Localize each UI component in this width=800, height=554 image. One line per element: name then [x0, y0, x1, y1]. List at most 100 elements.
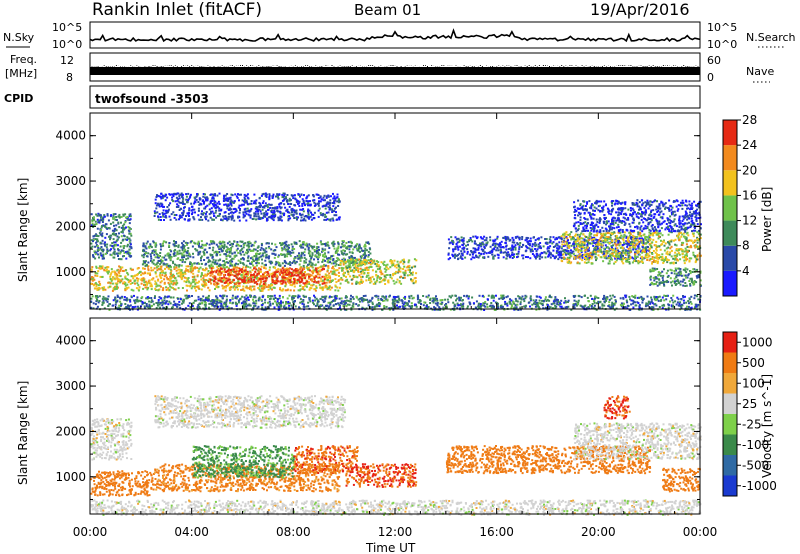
- scatter-cell: [350, 255, 353, 258]
- scatter-cell: [210, 282, 213, 285]
- scatter-cell: [316, 255, 319, 258]
- scatter-cell: [458, 252, 461, 255]
- scatter-cell: [229, 248, 232, 251]
- scatter-cell: [246, 196, 249, 199]
- scatter-cell: [245, 266, 247, 269]
- scatter-cell: [311, 252, 314, 255]
- scatter-cell: [112, 247, 115, 249]
- scatter-cell: [626, 245, 629, 248]
- scatter-cell: [243, 278, 246, 281]
- scatter-cell: [272, 273, 275, 276]
- scatter-cell: [326, 287, 329, 290]
- scatter-cell: [229, 250, 232, 253]
- scatter-cell: [343, 252, 346, 255]
- scatter-cell: [200, 288, 203, 291]
- scatter-cell: [283, 246, 286, 249]
- scatter-cell: [159, 281, 162, 284]
- scatter-cell: [129, 252, 132, 255]
- scatter-cell: [157, 256, 160, 259]
- scatter-cell: [241, 247, 244, 250]
- scatter-cell: [218, 269, 221, 272]
- scatter-cell: [301, 269, 304, 272]
- scatter-cell: [319, 287, 322, 290]
- scatter-cell: [104, 241, 106, 244]
- scatter-cell: [404, 269, 407, 272]
- scatter-cell: [257, 287, 260, 289]
- scatter-cell: [95, 285, 98, 288]
- scatter-cell: [325, 276, 327, 279]
- scatter-cell: [160, 265, 163, 268]
- scatter-cell: [241, 268, 243, 271]
- scatter-cell: [95, 283, 98, 286]
- scatter-cell: [101, 219, 104, 222]
- scatter-cell: [160, 197, 163, 200]
- scatter-cell: [507, 251, 510, 254]
- scatter-cell: [112, 244, 115, 247]
- scatter-cell: [307, 248, 310, 251]
- scatter-cell: [573, 257, 576, 260]
- scatter-cell: [188, 215, 190, 217]
- scatter-cell: [318, 270, 321, 273]
- scatter-cell: [301, 204, 304, 207]
- scatter-cell: [129, 213, 132, 216]
- scatter-cell: [177, 246, 180, 249]
- scatter-cell: [175, 283, 178, 286]
- scatter-cell: [485, 236, 488, 239]
- scatter-cell: [197, 287, 200, 290]
- scatter-cell: [186, 284, 189, 287]
- scatter-cell: [111, 242, 114, 245]
- scatter-cell: [202, 274, 205, 277]
- scatter-cell: [123, 245, 126, 247]
- scatter-cell: [270, 209, 273, 212]
- scatter-cell: [160, 205, 163, 207]
- scatter-cell: [459, 255, 462, 258]
- scatter-cell: [364, 243, 367, 246]
- scatter-cell: [385, 266, 388, 269]
- scatter-cell: [253, 281, 256, 284]
- scatter-cell: [287, 280, 289, 283]
- scatter-cell: [105, 268, 108, 271]
- scatter-cell: [170, 213, 173, 216]
- scatter-cell: [456, 237, 459, 240]
- scatter-cell: [195, 289, 197, 292]
- scatter-cell: [214, 206, 217, 209]
- scatter-cell: [289, 283, 292, 286]
- scatter-cell: [117, 215, 120, 218]
- scatter-cell: [173, 214, 176, 216]
- scatter-cell: [213, 199, 216, 202]
- scatter-cell: [308, 281, 311, 284]
- scatter-cell: [168, 288, 171, 291]
- scatter-cell: [124, 284, 127, 287]
- scatter-cell: [327, 206, 330, 209]
- scatter-cell: [360, 256, 363, 259]
- scatter-cell: [173, 275, 175, 277]
- scatter-cell: [229, 262, 232, 265]
- scatter-cell: [257, 258, 260, 261]
- scatter-cell: [301, 243, 304, 246]
- scatter-cell: [318, 266, 321, 269]
- scatter-cell: [175, 266, 178, 269]
- scatter-cell: [243, 193, 246, 196]
- scatter-cell: [638, 243, 641, 246]
- scatter-cell: [303, 288, 306, 291]
- scatter-cell: [153, 253, 156, 256]
- scatter-cell: [325, 281, 328, 284]
- scatter-cell: [187, 192, 190, 195]
- scatter-cell: [96, 234, 98, 237]
- scatter-cell: [124, 221, 127, 224]
- scatter-cell: [552, 236, 555, 239]
- scatter-cell: [191, 264, 194, 267]
- scatter-cell: [307, 266, 310, 269]
- scatter-cell: [214, 259, 217, 262]
- scatter-cell: [244, 276, 247, 279]
- scatter-cell: [295, 217, 298, 219]
- scatter-cell: [153, 241, 155, 244]
- scatter-cell: [190, 271, 193, 274]
- scatter-cell: [244, 199, 247, 202]
- scatter-cell: [162, 209, 165, 212]
- scatter-cell: [210, 241, 213, 244]
- freq-tick-top: 12: [60, 54, 74, 67]
- scatter-cell: [113, 288, 116, 291]
- scatter-cell: [126, 236, 129, 239]
- scatter-cell: [151, 278, 154, 281]
